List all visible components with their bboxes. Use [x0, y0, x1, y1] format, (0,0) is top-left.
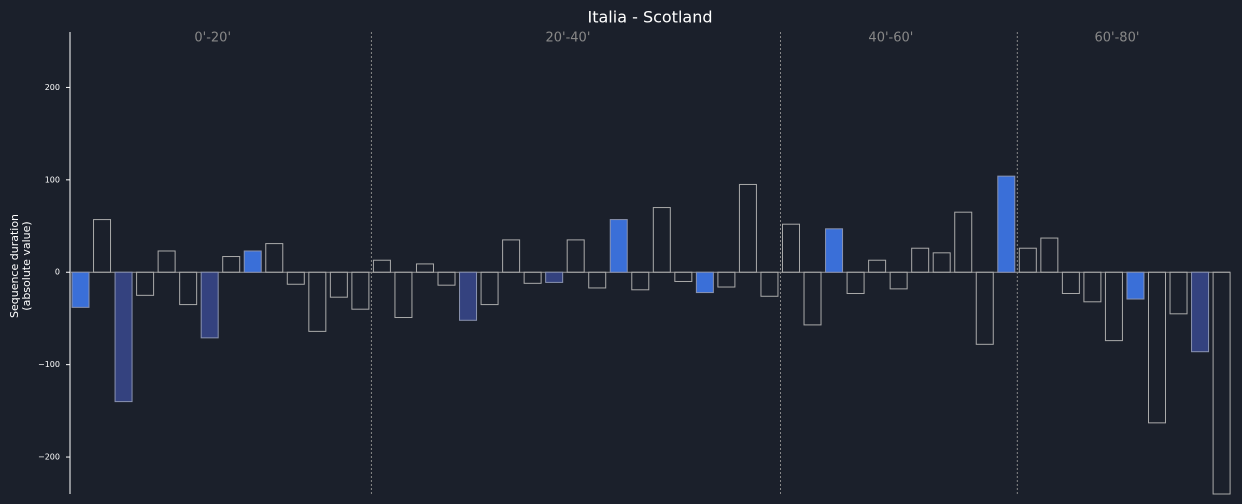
bar: [437, 271, 456, 286]
bar: [911, 247, 930, 273]
bar: [1018, 247, 1037, 273]
bar: [459, 271, 478, 321]
bar: [415, 263, 434, 273]
bar: [717, 271, 736, 288]
bar: [136, 271, 155, 296]
y-axis-label: Sequence duration (absolute value): [8, 214, 33, 318]
bar: [695, 271, 714, 294]
bar: [222, 256, 241, 273]
bar: [975, 271, 994, 345]
bar: [114, 271, 133, 403]
bar: [71, 271, 90, 308]
y-label-line: (absolute value): [20, 221, 33, 310]
bar: [1148, 271, 1166, 424]
bar: [652, 207, 671, 273]
bar: [351, 271, 370, 310]
bar: [868, 259, 887, 273]
bar: [545, 271, 564, 283]
bar: [157, 250, 176, 273]
chart-title: Italia - Scotland: [588, 8, 713, 27]
bar: [480, 271, 499, 306]
bar: [781, 223, 800, 273]
bar: [243, 250, 262, 273]
y-tick-label: −100: [38, 360, 60, 369]
bar: [179, 271, 198, 306]
y-tick-label: −200: [38, 453, 60, 462]
bar: [889, 271, 908, 290]
section-label: 20'-40': [545, 31, 590, 46]
bar: [803, 271, 822, 326]
bar: [1212, 271, 1231, 495]
bar: [631, 271, 650, 291]
bar: [825, 228, 844, 273]
bar: [502, 239, 521, 273]
bar: [1104, 271, 1123, 342]
bar: [674, 271, 693, 282]
bar: [566, 239, 585, 273]
bar: [846, 271, 865, 294]
bar: [1083, 271, 1102, 303]
bar: [997, 175, 1016, 273]
section-label: 40'-60': [868, 31, 913, 46]
bar: [588, 271, 607, 289]
bar: [523, 271, 542, 284]
bar: [609, 219, 628, 273]
bar: [308, 271, 327, 332]
bar: [1169, 271, 1188, 315]
bar: [286, 271, 305, 285]
bar: [738, 183, 757, 273]
bar: [1040, 237, 1059, 273]
bar: [265, 243, 284, 273]
y-label-line: Sequence duration: [8, 214, 21, 318]
bar: [329, 271, 348, 298]
bar: [394, 271, 413, 319]
bar: [200, 271, 219, 339]
y-tick-label: 200: [45, 83, 60, 92]
y-tick-label: 100: [45, 175, 60, 184]
bar: [1126, 271, 1145, 300]
bar: [954, 211, 973, 273]
bar: [932, 252, 951, 273]
bar: [93, 219, 112, 273]
bar: [1191, 271, 1210, 353]
section-label: 60'-80': [1095, 31, 1140, 46]
bar: [1061, 271, 1080, 294]
section-label: 0'-20': [194, 31, 231, 46]
bar: [372, 259, 391, 273]
y-tick-label: 0: [55, 268, 60, 277]
bar: [760, 271, 779, 297]
